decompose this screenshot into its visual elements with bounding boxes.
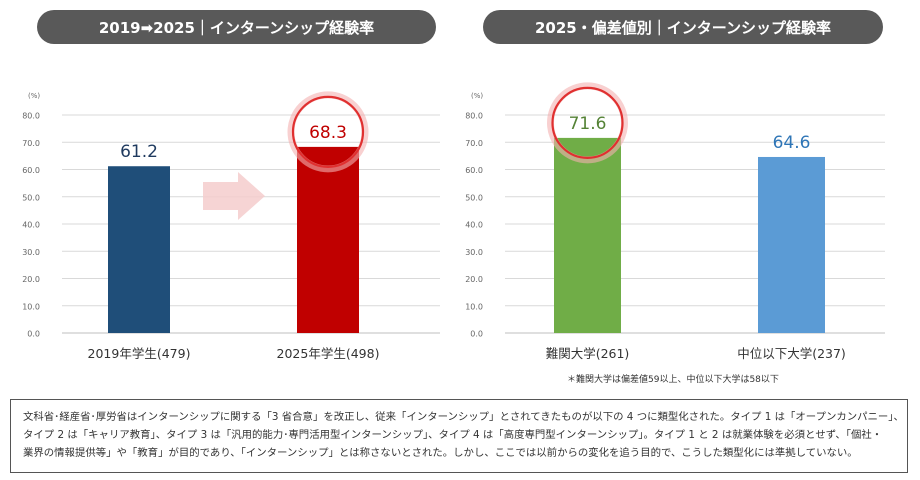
note-line-3: 業界の情報提供等」や「教育」が目的であり、「インターンシップ」とは称さないとされ…	[23, 447, 858, 459]
bar-value-label: 64.6	[773, 133, 811, 153]
chart-footnote: ＊難関大学は偏差値59以上、中位以下大学は58以下	[567, 375, 779, 385]
y-tick-label: 10.0	[465, 302, 483, 311]
y-tick-label: 80.0	[22, 112, 40, 121]
y-tick-label: 60.0	[465, 166, 483, 175]
y-tick-label: 70.0	[465, 139, 483, 148]
category-label: 難関大学(261)	[546, 346, 630, 361]
y-unit-label: (%)	[28, 92, 40, 100]
y-unit-label: (%)	[471, 92, 483, 100]
category-label: 中位以下大学(237)	[737, 346, 846, 361]
right-chart-title: 2025・偏差値別｜インターンシップ経験率	[483, 10, 883, 44]
y-tick-label: 0.0	[27, 330, 40, 339]
y-tick-label: 0.0	[470, 330, 483, 339]
y-tick-label: 40.0	[465, 221, 483, 230]
bar-value-label: 71.6	[569, 114, 607, 134]
left-chart-title: 2019➡2025｜インターンシップ経験率	[37, 10, 436, 44]
y-tick-label: 30.0	[22, 248, 40, 257]
highlight-circle	[291, 95, 365, 168]
bar-value-label: 68.3	[309, 123, 347, 143]
y-tick-label: 20.0	[22, 275, 40, 284]
y-tick-label: 50.0	[465, 193, 483, 202]
bar	[108, 166, 170, 333]
highlight-circle	[551, 86, 624, 159]
bar	[297, 146, 359, 333]
y-tick-label: 40.0	[22, 221, 40, 230]
charts-canvas: (%) 0.0 10.0 20.0 30.0 40.0 50.0 60.0 70.0 80.0 61…	[22, 82, 885, 361]
change-arrow	[203, 172, 265, 220]
note-box: 文科省･経産省･厚労省はインターンシップに関する「3 省合意」を改正し、従来「イ…	[10, 399, 908, 473]
y-tick-label: 80.0	[465, 112, 483, 121]
y-tick-label: 30.0	[465, 248, 483, 257]
highlight-circle-glow	[287, 91, 369, 173]
highlight-circle-glow	[547, 82, 628, 164]
y-tick-label: 50.0	[22, 193, 40, 202]
bar	[554, 137, 621, 333]
category-label: 2019年学生(479)	[88, 346, 191, 361]
note-line-1: 文科省･経産省･厚労省はインターンシップに関する「3 省合意」を改正し、従来「イ…	[23, 411, 904, 423]
y-tick-label: 60.0	[22, 166, 40, 175]
bar-value-label: 61.2	[120, 142, 158, 162]
category-label: 2025年学生(498)	[277, 346, 380, 361]
bar	[758, 156, 825, 333]
y-tick-label: 10.0	[22, 302, 40, 311]
note-line-2: タイプ 2 は「キャリア教育」、タイプ 3 は「汎用的能力･専門活用型インターン…	[23, 429, 883, 441]
y-tick-label: 70.0	[22, 139, 40, 148]
y-tick-label: 20.0	[465, 275, 483, 284]
